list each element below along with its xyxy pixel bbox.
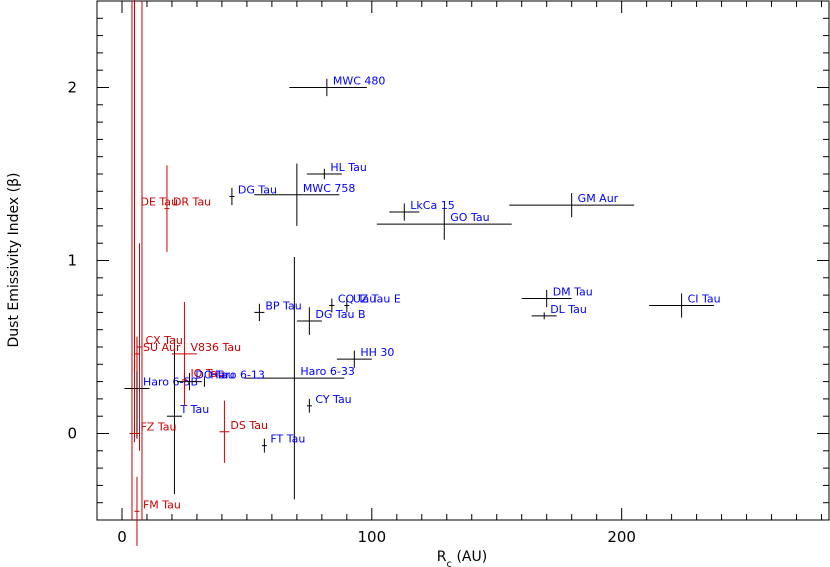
point-label: T Tau: [179, 403, 209, 416]
data-point-dr-tau: DR Tau: [164, 165, 211, 252]
x-tick-label: 200: [607, 528, 636, 546]
x-axis-title-sub: c: [447, 559, 453, 567]
point-label: CQ Tau: [338, 292, 376, 305]
data-point-hh-30: HH 30: [336, 346, 394, 368]
point-label: CY Tau: [315, 393, 351, 406]
data-point-do-tau: DO Tau: [176, 369, 235, 391]
point-label: Haro 6-33: [300, 365, 354, 378]
point-label: FT Tau: [270, 433, 305, 446]
point-label: DE Tau: [140, 196, 178, 209]
data-point-ci-tau: CI Tau: [649, 292, 721, 318]
data-point-hl-tau: HL Tau: [306, 161, 367, 180]
data-point-mwc-758: MWC 758: [254, 163, 356, 226]
data-point-uz-tau-e: UZ Tau E: [344, 292, 401, 313]
data-point-ft-tau: FT Tau: [261, 433, 305, 453]
data-point-de-tau: DE Tau: [133, 0, 178, 434]
x-tick-label: 0: [117, 528, 127, 546]
point-label: SU Aur: [143, 341, 181, 354]
data-point-dl-tau: DL Tau: [531, 303, 587, 320]
data-point-cq-tau: CQ Tau: [329, 292, 376, 313]
x-tick-label: 100: [357, 528, 386, 546]
data-point-v836-tau: V836 Tau: [171, 302, 241, 406]
point-label: MWC 480: [333, 75, 386, 88]
data-point-dg-tau: DG Tau: [229, 183, 277, 206]
y-axis-title: Dust Emissivity Index (β): [6, 173, 22, 348]
data-point-haro-6-33: Haro 6-33: [244, 257, 355, 500]
data-point-t-tau: T Tau: [166, 338, 209, 495]
plot-frame: [96, 0, 830, 521]
point-label: DO Tau: [195, 369, 234, 382]
point-label: UZ Tau E: [353, 292, 401, 305]
point-label: DG Tau B: [315, 308, 365, 321]
data-point-fz-tau: FZ Tau: [129, 421, 176, 443]
data-point-gm-aur: GM Aur: [509, 192, 635, 218]
y-tick-label: 0: [67, 425, 77, 443]
data-point-haro-6-13: Haro 6-13: [203, 369, 265, 387]
y-tick-label: 1: [67, 252, 77, 270]
point-label: DG Tau: [238, 183, 277, 196]
data-point-iq-tau: IQ Tau: [181, 367, 224, 389]
point-label: MWC 758: [303, 182, 356, 195]
point-label: DM Tau: [553, 286, 593, 299]
point-label: GO Tau: [450, 211, 489, 224]
data-point-dg-tau-b: DG Tau B: [296, 307, 366, 335]
point-label: DR Tau: [173, 196, 211, 209]
data-point-ds-tau: DS Tau: [219, 400, 268, 463]
point-label: CX Tau: [145, 334, 182, 347]
y-tick-label: 2: [67, 79, 77, 97]
data-point-go-tau: GO Tau: [376, 208, 512, 240]
data-point-mwc-480: MWC 480: [289, 75, 385, 97]
data-point-dm-tau: DM Tau: [521, 286, 593, 308]
point-label: HL Tau: [330, 161, 367, 174]
point-label: BP Tau: [265, 299, 301, 312]
data-point-bp-tau: BP Tau: [254, 299, 302, 322]
x-axis-title: Rc (AU): [437, 549, 487, 567]
axes-layer: 0 100 200 0 1 2: [67, 0, 829, 546]
data-point-fm-tau: FM Tau: [134, 476, 181, 546]
point-label: GM Aur: [578, 192, 619, 205]
point-label: V836 Tau: [190, 341, 241, 354]
point-label: FZ Tau: [140, 421, 176, 434]
point-label: DL Tau: [550, 303, 587, 316]
data-point-su-aur: SU Aur: [134, 336, 181, 372]
x-axis-title-main: R: [437, 549, 447, 565]
point-label: LkCa 15: [410, 199, 454, 212]
point-label: IQ Tau: [190, 367, 224, 380]
point-label: Haro 6-13: [210, 369, 264, 382]
point-label: DS Tau: [230, 419, 268, 432]
data-point-lkca-15: LkCa 15: [389, 199, 455, 221]
data-point-cx-tau: CX Tau: [136, 243, 183, 451]
point-label: CI Tau: [688, 292, 721, 305]
reference-lines: [131, 1, 143, 520]
x-axis-title-unit: (AU): [452, 549, 487, 565]
point-label: FM Tau: [143, 498, 181, 511]
point-label: HH 30: [360, 346, 394, 359]
data-point-cy-tau: CY Tau: [306, 393, 352, 413]
